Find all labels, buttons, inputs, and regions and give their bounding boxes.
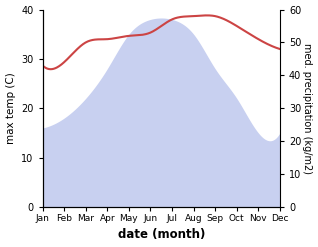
Y-axis label: med. precipitation (kg/m2): med. precipitation (kg/m2) [302,43,313,174]
Y-axis label: max temp (C): max temp (C) [5,72,16,144]
X-axis label: date (month): date (month) [118,228,205,242]
